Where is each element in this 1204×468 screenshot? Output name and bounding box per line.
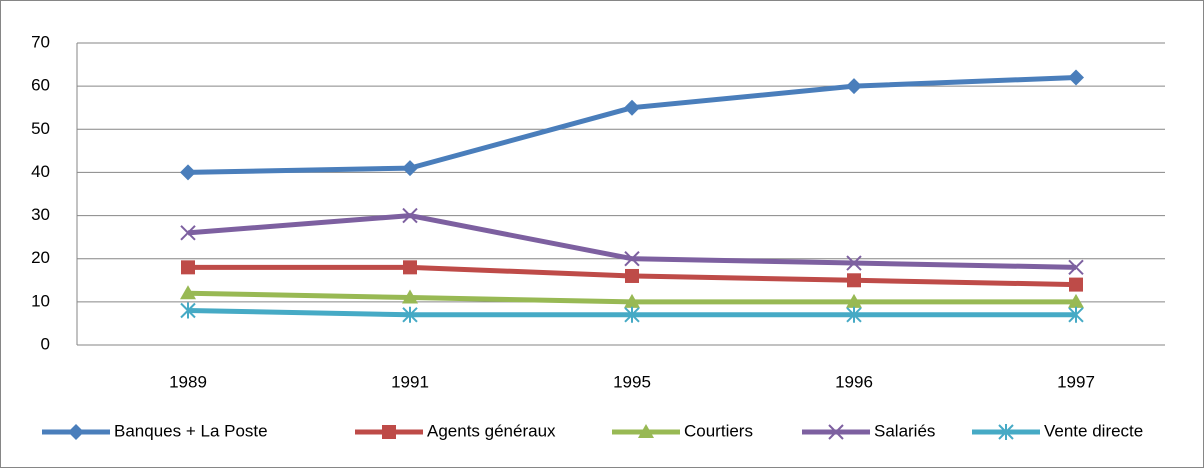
data-point — [846, 78, 862, 95]
x-tick-label: 1997 — [1057, 372, 1095, 391]
x-tick-label: 1989 — [169, 372, 207, 391]
y-tick-label: 40 — [31, 162, 50, 181]
data-point — [1068, 293, 1084, 308]
y-tick-label: 20 — [31, 248, 50, 267]
data-point — [624, 306, 640, 323]
data-point — [180, 164, 196, 181]
data-point — [847, 273, 861, 288]
data-point — [180, 225, 196, 241]
data-point — [402, 306, 418, 323]
data-point — [403, 260, 417, 275]
data-point — [1068, 259, 1084, 276]
data-point — [180, 302, 196, 319]
legend-marker — [638, 424, 654, 438]
data-point — [1069, 277, 1083, 292]
legend-marker — [828, 424, 844, 440]
y-tick-label: 50 — [31, 119, 50, 138]
data-point — [846, 293, 862, 308]
y-tick-label: 30 — [31, 205, 50, 224]
legend-label: Vente directe — [1044, 421, 1143, 440]
data-point — [846, 306, 862, 323]
data-point — [181, 260, 195, 275]
data-point — [625, 268, 639, 283]
data-point — [402, 207, 418, 224]
data-point — [402, 160, 418, 177]
data-point — [624, 251, 640, 267]
x-tick-label: 1996 — [835, 372, 873, 391]
data-point — [846, 255, 862, 271]
legend-marker — [68, 424, 84, 440]
y-tick-label: 70 — [31, 32, 50, 51]
legend-label: Banques + La Poste — [114, 421, 268, 440]
x-tick-label: 1991 — [391, 372, 429, 391]
legend-marker — [998, 424, 1014, 440]
legend-marker — [382, 425, 396, 439]
y-tick-label: 60 — [31, 76, 50, 95]
y-tick-label: 10 — [31, 291, 50, 310]
y-tick-label: 0 — [41, 334, 50, 353]
legend-label: Agents généraux — [427, 421, 556, 440]
legend-label: Courtiers — [684, 421, 753, 440]
data-point — [1068, 69, 1084, 86]
x-tick-label: 1995 — [613, 372, 651, 391]
data-point — [1068, 306, 1084, 323]
data-point — [402, 289, 418, 304]
data-point — [180, 285, 196, 300]
data-point — [624, 99, 640, 116]
data-point — [624, 293, 640, 308]
legend-label: Salariés — [874, 421, 935, 440]
